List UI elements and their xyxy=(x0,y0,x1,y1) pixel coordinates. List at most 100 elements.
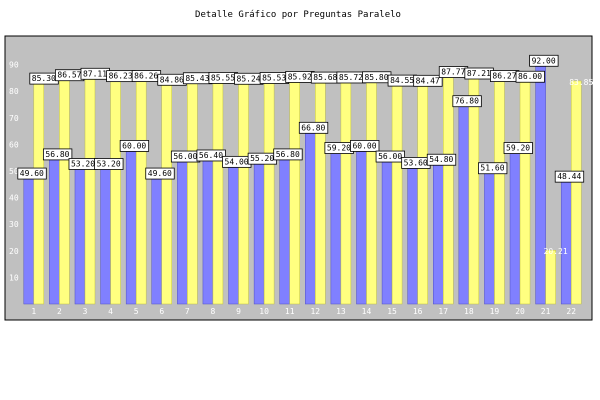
bar-series-2 xyxy=(187,76,198,305)
data-label: 56.00 xyxy=(375,150,405,163)
bar-series-1 xyxy=(228,160,239,305)
data-label: 87.77 xyxy=(438,66,469,78)
data-label-text: 53.60 xyxy=(404,158,428,167)
data-label-text: 56.00 xyxy=(378,152,402,161)
bar-series-2 xyxy=(545,249,556,305)
x-tick-label: 15 xyxy=(387,307,397,316)
data-label-text: 85.72 xyxy=(339,73,363,82)
bar-series-1 xyxy=(177,154,188,305)
x-tick-label: 20 xyxy=(515,307,525,316)
bar-series-2 xyxy=(59,73,70,305)
data-label-text: 92.00 xyxy=(532,56,556,65)
x-tick-label: 22 xyxy=(566,307,576,316)
data-label-text: 53.20 xyxy=(97,159,121,168)
bar-series-2 xyxy=(340,75,352,305)
bar-series-1 xyxy=(151,171,162,305)
bar-series-1 xyxy=(279,152,290,305)
data-label: 54.00 xyxy=(222,155,252,168)
data-label-text: 86.57 xyxy=(57,71,81,80)
data-label: 53.60 xyxy=(401,157,431,169)
data-label-box xyxy=(350,139,380,152)
data-label: 86.27 xyxy=(490,70,520,82)
data-label: 48.44 xyxy=(554,170,585,183)
data-label: 86.26 xyxy=(131,70,162,82)
data-label-box xyxy=(375,150,405,163)
x-tick-label: 7 xyxy=(185,307,190,316)
data-label-box xyxy=(478,162,508,175)
data-label-box xyxy=(554,170,585,183)
data-label-text: 85.68 xyxy=(313,73,337,82)
data-label: 59.20 xyxy=(503,142,533,154)
data-label-box xyxy=(503,142,533,154)
data-label-box xyxy=(529,54,559,67)
bar-series-1 xyxy=(509,146,521,305)
y-tick-label: 60 xyxy=(9,140,19,149)
bar-series-2 xyxy=(33,76,45,305)
bar-series-2 xyxy=(110,74,121,305)
data-label: 85.43 xyxy=(182,72,213,85)
data-label-text: 84.55 xyxy=(390,76,414,85)
bar-series-2 xyxy=(84,72,96,305)
y-tick-label: 30 xyxy=(9,220,19,229)
data-label: 85.92 xyxy=(285,71,315,83)
data-label-box xyxy=(42,148,73,161)
data-label-box xyxy=(426,153,457,166)
data-label: 83.85 xyxy=(569,78,593,87)
data-label-text: 85.80 xyxy=(364,73,388,82)
data-label: 56.80 xyxy=(273,148,303,161)
data-label-box xyxy=(413,74,443,87)
data-label-text: 48.44 xyxy=(557,172,581,181)
data-label-box xyxy=(273,148,303,161)
data-label: 87.21 xyxy=(464,67,494,80)
data-label: 85.80 xyxy=(362,71,392,84)
data-label: 85.30 xyxy=(29,72,59,85)
data-label: 60.00 xyxy=(350,139,380,152)
x-tick-label: 3 xyxy=(83,307,88,316)
bar-series-2 xyxy=(494,74,505,305)
data-label-text: 85.55 xyxy=(211,73,235,82)
x-tick-label: 11 xyxy=(285,307,295,316)
data-label-text: 85.24 xyxy=(237,74,261,83)
data-label: 84.55 xyxy=(387,74,417,87)
x-tick-label: 13 xyxy=(336,307,346,316)
data-label-text: 86.00 xyxy=(518,72,542,81)
bar-series-1 xyxy=(202,153,214,305)
data-label: 76.80 xyxy=(452,95,482,108)
bars xyxy=(23,59,582,305)
bar-series-2 xyxy=(212,76,224,305)
data-label-text: 56.40 xyxy=(199,151,223,160)
data-label: 49.60 xyxy=(145,167,175,180)
bar-series-2 xyxy=(161,78,172,305)
data-label: 54.80 xyxy=(426,153,457,166)
data-label: 53.20 xyxy=(68,158,98,170)
data-label: 51.60 xyxy=(478,162,508,175)
x-tick-label: 4 xyxy=(108,307,113,316)
data-label: 85.24 xyxy=(234,72,264,85)
data-label-text: 51.60 xyxy=(480,164,504,173)
data-label-text: 59.20 xyxy=(327,144,351,153)
data-label-text: 56.80 xyxy=(276,150,300,159)
x-tick-label: 8 xyxy=(211,307,216,316)
data-label-text: 85.30 xyxy=(32,74,56,83)
data-label: 86.23 xyxy=(106,70,136,83)
data-label-box xyxy=(196,149,226,162)
data-label-box xyxy=(17,167,47,180)
bar-series-1 xyxy=(305,126,316,305)
data-label-text: 86.26 xyxy=(134,72,158,81)
bar-series-2 xyxy=(391,78,403,305)
data-label: 85.72 xyxy=(336,71,366,84)
bar-series-2 xyxy=(263,76,275,305)
data-label: 49.60 xyxy=(17,167,47,180)
bar-series-2 xyxy=(417,79,428,305)
y-tick-label: 90 xyxy=(9,61,19,70)
data-label: 86.00 xyxy=(515,70,545,83)
data-label-text: 87.77 xyxy=(441,68,465,77)
data-label-text: 59.20 xyxy=(506,144,530,153)
x-tick-label: 5 xyxy=(134,307,139,316)
x-tick-label: 14 xyxy=(362,307,372,316)
bar-series-2 xyxy=(519,74,531,305)
y-tick-label: 70 xyxy=(9,114,19,123)
data-label: 86.57 xyxy=(54,69,85,82)
data-label: 56.40 xyxy=(196,149,226,162)
